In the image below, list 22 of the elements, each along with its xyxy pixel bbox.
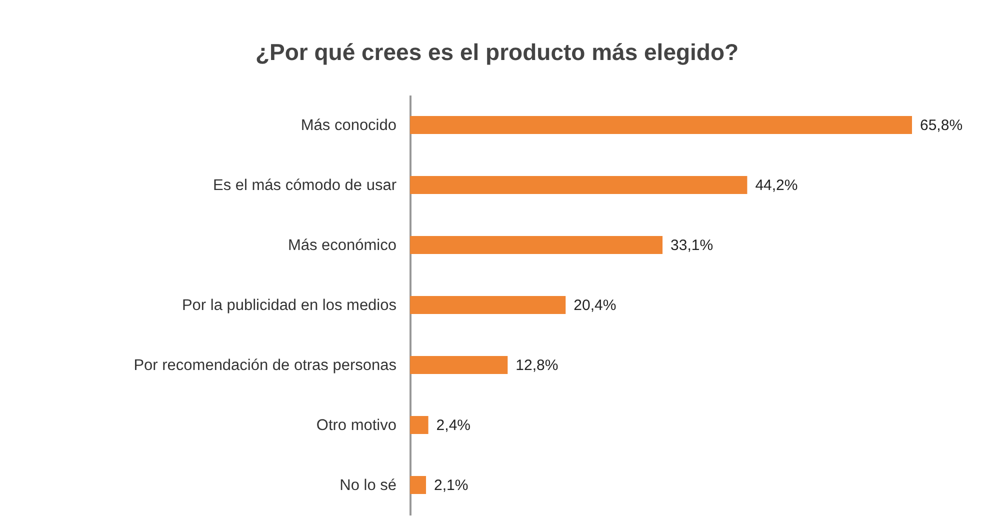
data-label: 65,8% — [920, 117, 963, 134]
data-label: 20,4% — [574, 297, 616, 314]
y-tick-label: Por recomendación de otras personas — [134, 357, 397, 374]
bar — [410, 176, 748, 194]
data-label: 2,4% — [436, 417, 471, 434]
y-tick-label: Más conocido — [300, 117, 396, 134]
bar — [410, 116, 912, 134]
bar — [410, 416, 428, 434]
bar — [410, 236, 663, 254]
data-label: 44,2% — [755, 177, 798, 194]
y-tick-label: Otro motivo — [316, 417, 396, 434]
bar — [410, 476, 426, 494]
data-label: 33,1% — [670, 237, 714, 254]
bar — [410, 356, 508, 374]
y-tick-label: No lo sé — [340, 477, 396, 494]
bar — [410, 296, 566, 314]
y-tick-label: Es el más cómodo de usar — [212, 177, 396, 194]
y-tick-label: Más económico — [288, 237, 396, 254]
data-label: 2,1% — [434, 477, 468, 494]
y-tick-label: Por la publicidad en los medios — [182, 297, 397, 314]
chart-title: ¿Por qué crees es el producto más elegido? — [255, 39, 739, 65]
data-label: 12,8% — [516, 357, 558, 374]
